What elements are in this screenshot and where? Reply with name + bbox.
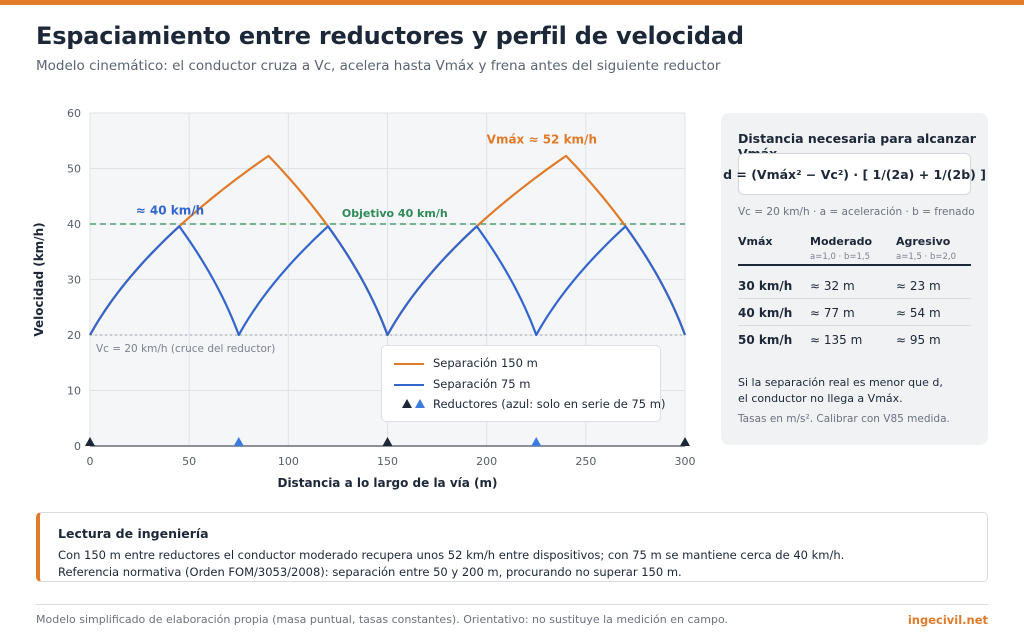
table-cell-vmax: 30 km/h [738, 279, 793, 293]
table-cell-agresivo: ≈ 95 m [896, 333, 941, 347]
y-tick-label: 0 [74, 440, 81, 453]
reducer-marker [85, 437, 95, 446]
legend-swatch-75 [394, 384, 424, 386]
distance-table: Vmáx Moderado Agresivo a=1,0 · b=1,5 a=1… [738, 235, 971, 353]
distance-panel: Distancia necesaria para alcanzar Vmáx d… [721, 113, 988, 445]
col-header-vmax: Vmáx [738, 235, 773, 248]
reducer-marker [531, 437, 542, 446]
col-header-agresivo: Agresivo [896, 235, 951, 248]
col-header-moderado: Moderado [810, 235, 873, 248]
panel-calibration-note: Tasas en m/s². Calibrar con V85 medida. [738, 413, 950, 425]
x-tick-label: 300 [675, 455, 696, 468]
x-tick-label: 250 [575, 455, 596, 468]
vc-20-label: Vc = 20 km/h (cruce del reductor) [96, 343, 275, 355]
y-tick-label: 10 [67, 385, 81, 398]
engineering-line2: Referencia normativa (Orden FOM/3053/200… [58, 565, 682, 579]
legend-label-reducers: Reductores (azul: solo en serie de 75 m) [433, 397, 666, 411]
x-tick-label: 0 [87, 455, 94, 468]
table-cell-vmax: 50 km/h [738, 333, 793, 347]
footer-note: Modelo simplificado de elaboración propi… [36, 613, 728, 626]
col-subheader-moderado: a=1,0 · b=1,5 [810, 252, 870, 262]
panel-note-line2: el conductor no llega a Vmáx. [738, 392, 903, 405]
chart-legend: Separación 150 m Separación 75 m Reducto… [381, 345, 665, 422]
y-tick-label: 30 [67, 274, 81, 287]
reducer-blue-icon [415, 399, 425, 408]
y-axis-title: Velocidad (km/h) [32, 222, 46, 336]
target-40-label: Objetivo 40 km/h [342, 207, 448, 220]
legend-item-reducers: Reductores (azul: solo en serie de 75 m) [382, 396, 665, 414]
table-cell-agresivo: ≈ 54 m [896, 306, 941, 320]
table-row: 50 km/h ≈ 135 m ≈ 95 m [738, 326, 971, 353]
y-tick-label: 40 [67, 218, 81, 231]
brand-link[interactable]: ingecivil.net [907, 613, 988, 627]
legend-swatch-150 [394, 363, 424, 365]
y-tick-label: 60 [67, 107, 81, 120]
x-tick-label: 50 [182, 455, 196, 468]
table-row: 40 km/h ≈ 77 m ≈ 54 m [738, 299, 971, 326]
reducer-marker [233, 437, 244, 446]
vmax-75-annotation: ≈ 40 km/h [136, 204, 205, 218]
y-tick-label: 20 [67, 329, 81, 342]
legend-item-75: Separación 75 m [382, 376, 660, 394]
x-tick-label: 100 [278, 455, 299, 468]
panel-note: Si la separación real es menor que d, el… [738, 375, 978, 407]
x-tick-label: 200 [476, 455, 497, 468]
x-axis-title: Distancia a lo largo de la vía (m) [277, 476, 497, 490]
table-header: Vmáx Moderado Agresivo a=1,0 · b=1,5 a=1… [738, 235, 971, 266]
table-row: 30 km/h ≈ 32 m ≈ 23 m [738, 272, 971, 299]
engineering-line1: Con 150 m entre reductores el conductor … [58, 548, 845, 562]
engineering-title: Lectura de ingeniería [58, 526, 209, 541]
legend-item-150: Separación 150 m [382, 355, 660, 373]
legend-label-150: Separación 150 m [433, 356, 538, 370]
table-cell-moderado: ≈ 32 m [810, 279, 855, 293]
reducer-marker [382, 437, 393, 446]
vmax-152-annotation: Vmáx ≈ 52 km/h [487, 133, 597, 147]
table-cell-moderado: ≈ 77 m [810, 306, 855, 320]
distance-formula: d = (Vmáx² − Vc²) · [ 1/(2a) + 1/(2b) ] [723, 153, 986, 195]
page-title: Espaciamiento entre reductores y perfil … [36, 22, 744, 50]
legend-label-75: Separación 75 m [433, 377, 531, 391]
series-line-75m [89, 225, 687, 337]
page-subtitle: Modelo cinemático: el conductor cruza a … [36, 58, 721, 74]
col-subheader-agresivo: a=1,5 · b=2,0 [896, 252, 956, 262]
table-cell-moderado: ≈ 135 m [810, 333, 863, 347]
panel-note-line1: Si la separación real es menor que d, [738, 376, 943, 389]
formula-note: Vc = 20 km/h · a = aceleración · b = fre… [738, 206, 975, 218]
table-cell-vmax: 40 km/h [738, 306, 793, 320]
engineering-reading-box: Lectura de ingeniería Con 150 m entre re… [36, 512, 988, 582]
y-tick-label: 50 [67, 163, 81, 176]
x-tick-label: 150 [377, 455, 398, 468]
reducer-marker [680, 437, 690, 446]
footer-divider [36, 604, 988, 605]
reducer-dark-icon [402, 399, 412, 408]
top-accent-bar [0, 0, 1024, 5]
table-cell-agresivo: ≈ 23 m [896, 279, 941, 293]
